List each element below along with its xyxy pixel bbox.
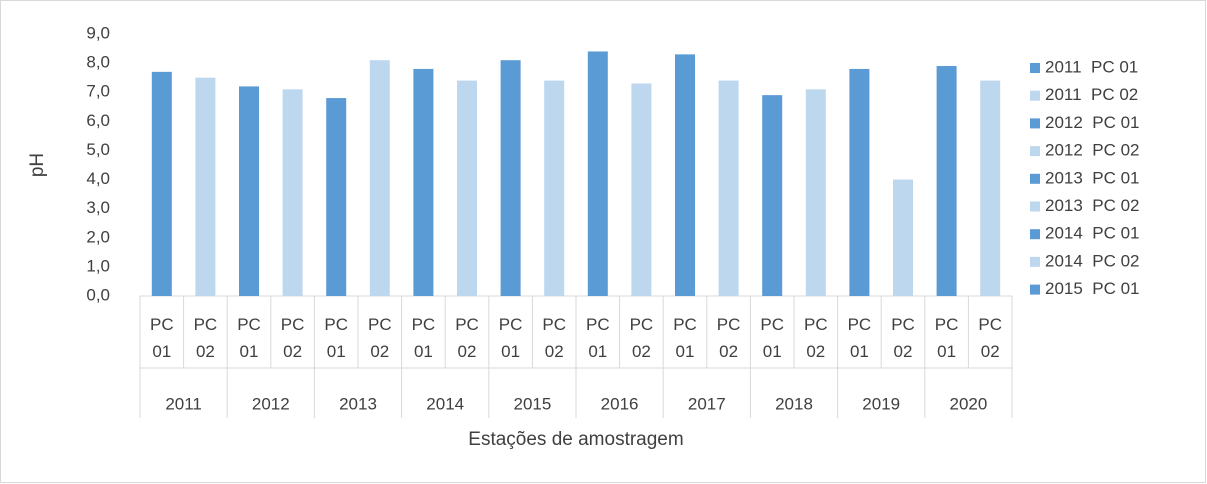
bar [500,60,521,297]
x-tick-label: PC 01 [324,315,348,361]
legend-label: 2013 PC 02 [1045,196,1140,215]
group-label: 2016 [601,394,639,413]
group-label: 2012 [252,394,290,413]
y-tick-label: 3,0 [86,198,110,217]
legend-swatch [1030,173,1040,184]
legend-swatch [1030,90,1040,101]
bar [980,80,1001,296]
legend-label: 2012 PC 02 [1045,141,1140,160]
legend-swatch [1030,284,1040,295]
y-tick-label: 7,0 [86,82,110,101]
legend-label: 2011 PC 02 [1045,85,1138,104]
bar [631,83,652,296]
y-tick-label: 1,0 [86,256,110,275]
bar [413,68,434,296]
y-tick-label: 8,0 [86,53,110,72]
bar [544,80,565,296]
bar [195,77,216,297]
legend-label: 2012 PC 01 [1045,113,1140,132]
legend-swatch [1030,118,1040,129]
legend-swatch [1030,146,1040,157]
bar [151,71,172,296]
legend-label: 2011 PC 01 [1045,57,1138,76]
bar [239,86,259,297]
bar [718,80,739,296]
group-label: 2011 [165,394,202,413]
bar [369,60,390,297]
y-tick-label: 5,0 [86,140,110,159]
x-tick-label: PC 01 [499,315,523,361]
x-tick-label: PC 01 [935,315,959,361]
x-tick-label: PC 01 [150,315,174,361]
y-tick-label: 6,0 [86,111,110,130]
x-tick-label: PC 01 [412,315,436,361]
bar [936,66,957,297]
legend-swatch [1030,229,1040,240]
x-tick-label: PC 02 [804,315,828,361]
legend-label: 2013 PC 01 [1045,168,1140,187]
x-tick-label: PC 01 [673,315,697,361]
x-tick-label: PC 01 [586,315,610,361]
group-label: 2020 [949,394,987,413]
x-axis-title: Estações de amostragem [468,429,683,450]
group-label: 2013 [339,394,377,413]
x-tick-label: PC 01 [760,315,784,361]
bar [326,98,347,297]
legend-swatch [1030,201,1040,212]
group-label: 2019 [862,394,900,413]
bar [849,68,870,296]
legend-swatch [1030,256,1040,267]
x-tick-label: PC 01 [848,315,872,361]
x-tick-label: PC 01 [237,315,261,361]
x-tick-label: PC 02 [281,315,305,361]
x-tick-label: PC 02 [891,315,915,361]
x-tick-label: PC 02 [717,315,741,361]
y-tick-label: 9,0 [86,23,110,42]
bar [762,95,783,296]
bar [675,54,695,296]
y-tick-label: 2,0 [86,227,110,246]
bar [893,179,913,296]
bar [587,51,608,296]
y-tick-label: 4,0 [86,169,110,188]
x-tick-label: PC 02 [455,315,479,361]
group-label: 2014 [426,394,464,413]
group-label: 2018 [775,394,813,413]
group-label: 2015 [513,394,551,413]
bar [805,89,826,296]
x-tick-label: PC 02 [630,315,654,361]
bar [457,80,477,296]
y-tick-label: 0,0 [86,285,110,304]
x-tick-label: PC 02 [978,315,1002,361]
legend-label: 2015 PC 01 [1045,279,1140,298]
x-tick-label: PC 02 [194,315,218,361]
legend-swatch [1030,63,1040,73]
legend-label: 2014 PC 01 [1045,224,1140,243]
x-tick-label: PC 02 [368,315,392,361]
bar [282,89,303,296]
legend-label: 2014 PC 02 [1045,251,1140,270]
x-tick-label: PC 02 [542,315,566,361]
group-label: 2017 [688,394,726,413]
y-axis-title: pH [27,153,48,177]
